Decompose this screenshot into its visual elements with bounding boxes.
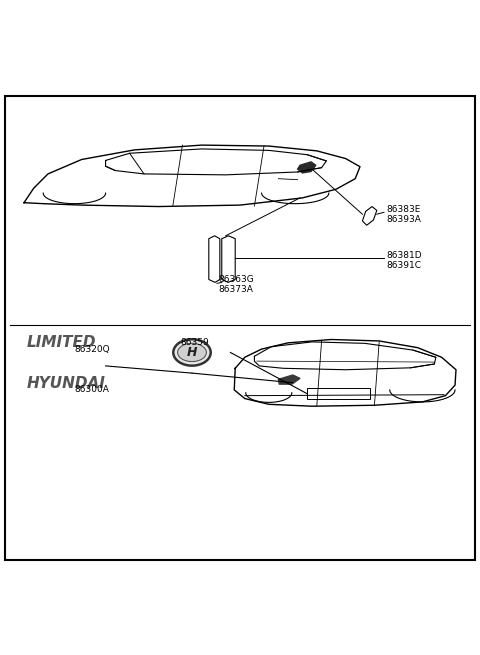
Text: 86363G
86373A: 86363G 86373A [218, 274, 254, 294]
Bar [307, 388, 370, 398]
Ellipse shape [173, 339, 211, 365]
Polygon shape [362, 206, 377, 225]
Text: H: H [187, 346, 197, 359]
Polygon shape [209, 236, 220, 282]
Text: LIMITED: LIMITED [26, 335, 96, 350]
Text: 86381D
86391C: 86381D 86391C [386, 251, 422, 270]
Text: 86383E
86393A: 86383E 86393A [386, 205, 421, 225]
Text: 86359: 86359 [180, 339, 209, 347]
Polygon shape [222, 236, 235, 282]
Polygon shape [298, 162, 316, 173]
Ellipse shape [178, 343, 206, 362]
Polygon shape [278, 375, 300, 384]
Text: HYUNDAI: HYUNDAI [26, 375, 105, 390]
Text: 86300A: 86300A [74, 385, 109, 394]
FancyBboxPatch shape [5, 96, 475, 560]
Text: 86320Q: 86320Q [74, 345, 110, 354]
